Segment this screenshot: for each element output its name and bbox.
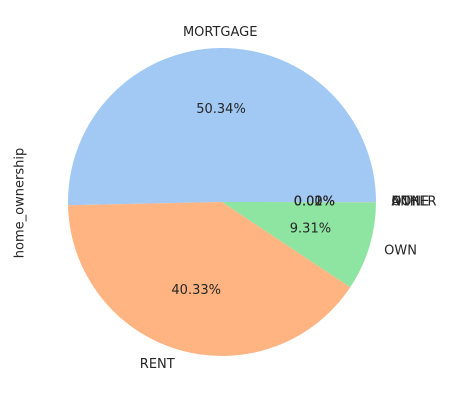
slice-pct-other: 0.02% bbox=[294, 195, 335, 210]
pie-labels: MORTGAGE 50.34% RENT 40.33% OWN 9.31% OTHER 0.0… bbox=[140, 25, 437, 372]
pie-slice-own bbox=[222, 202, 376, 288]
slice-pct-none: 0.01% bbox=[294, 195, 335, 210]
pie-slice-rent bbox=[68, 202, 351, 356]
slice-label-rent: RENT bbox=[140, 357, 175, 372]
slice-pct-mortgage: 50.34% bbox=[196, 102, 246, 117]
slice-label-other: OTHER bbox=[391, 195, 436, 210]
slice-pct-rent: 40.33% bbox=[171, 283, 221, 298]
pie-slices bbox=[68, 48, 377, 356]
slice-label-mortgage: MORTGAGE bbox=[183, 25, 258, 40]
slice-pct-any: 0.00% bbox=[294, 195, 335, 210]
slice-label-none: NONE bbox=[391, 195, 429, 210]
pie-slice-mortgage bbox=[68, 48, 377, 206]
y-axis-label: home_ownership bbox=[13, 148, 28, 258]
slice-label-own: OWN bbox=[384, 244, 417, 259]
slice-pct-own: 9.31% bbox=[290, 221, 331, 236]
slice-label-any: ANY bbox=[391, 195, 418, 210]
